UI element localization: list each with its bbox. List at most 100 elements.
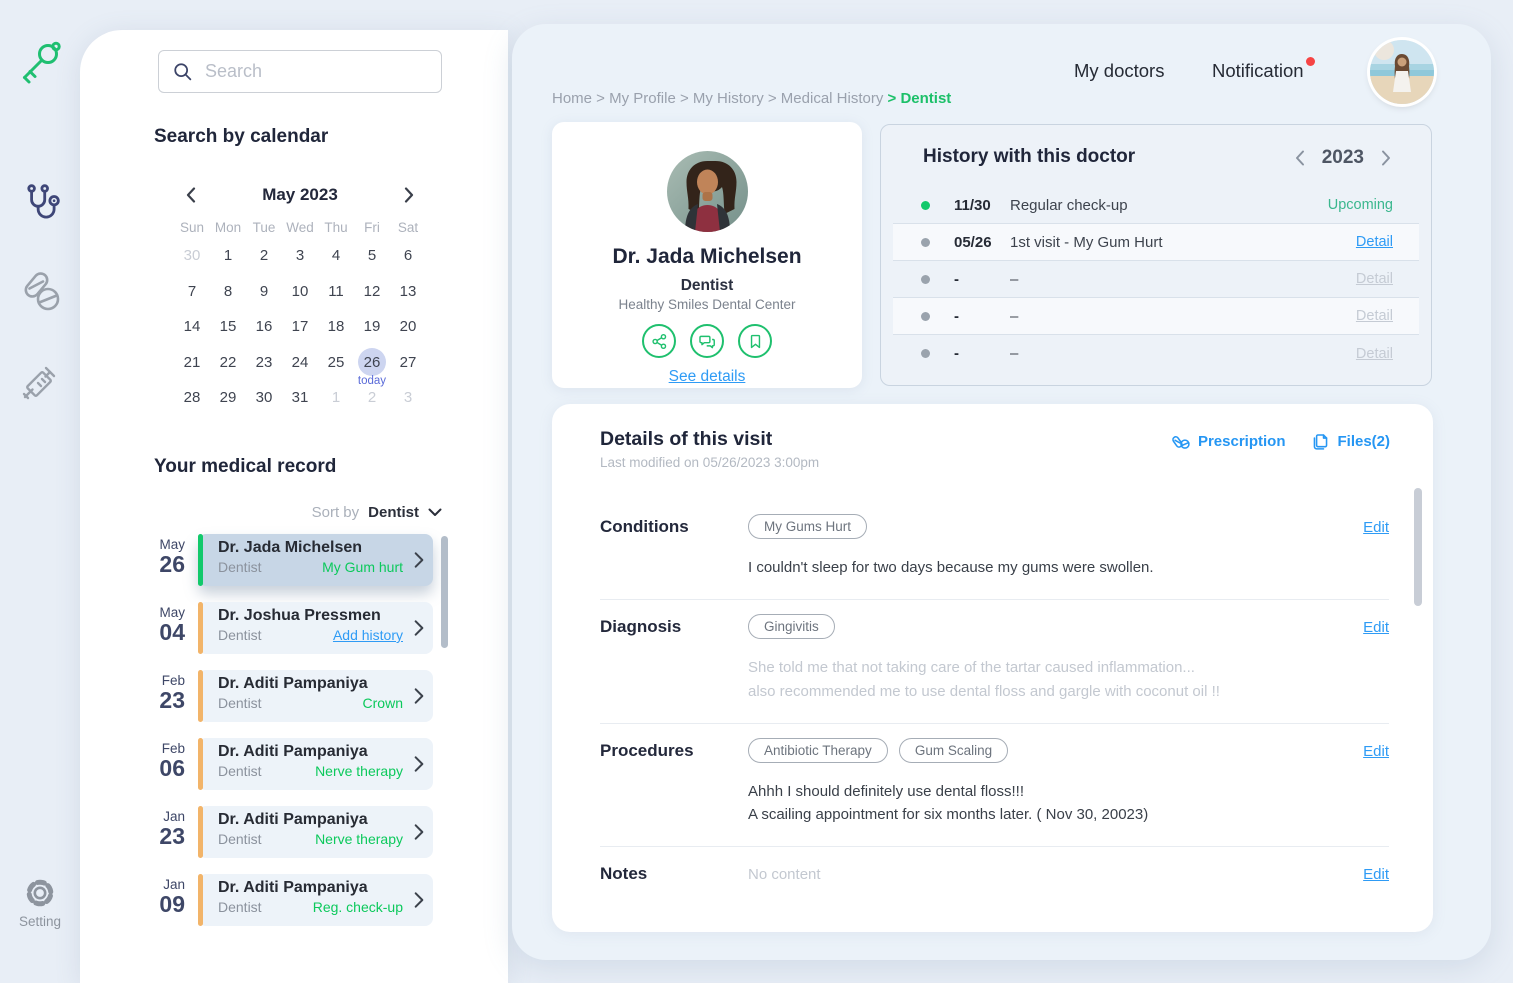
calendar-day[interactable]: 17 (291, 318, 309, 336)
bookmark-icon (750, 334, 760, 348)
breadcrumb[interactable]: Home > My Profile > My History > Medical… (552, 90, 951, 107)
user-avatar[interactable] (1370, 40, 1434, 104)
pills-icon[interactable] (18, 268, 64, 314)
calendar-day[interactable]: 3 (295, 247, 305, 265)
calendar-day[interactable]: 16 (255, 318, 273, 336)
last-modified: Last modified on 05/26/2023 3:00pm (600, 455, 820, 470)
year-prev-button[interactable] (1295, 150, 1305, 166)
record-status[interactable]: Add history (332, 627, 403, 643)
calendar-day[interactable]: 30 (255, 389, 273, 407)
calendar-day[interactable]: 18 (327, 318, 345, 336)
status-dot (921, 274, 930, 284)
medical-record-item: May 04 Dr. Joshua Pressmen Dentist Add h… (142, 602, 433, 654)
chevron-right-icon (414, 552, 424, 568)
calendar-day[interactable]: 4 (331, 247, 341, 265)
calendar-day[interactable]: 13 (399, 282, 417, 300)
record-day: 06 (159, 755, 185, 781)
record-card[interactable]: Dr. Aditi Pampaniya Dentist Nerve therap… (198, 806, 433, 858)
history-action-link: Detail (1355, 308, 1393, 324)
record-list-scrollbar[interactable] (441, 536, 448, 648)
calendar-next-button[interactable] (398, 184, 420, 206)
nav-notification[interactable]: Notification (1212, 57, 1315, 82)
calendar-day[interactable]: 15 (219, 318, 237, 336)
sidebar-item-settings[interactable]: Setting (0, 876, 80, 929)
calendar-day[interactable]: 20 (399, 318, 417, 336)
calendar-day[interactable]: 3 (403, 389, 413, 407)
record-card[interactable]: Dr. Aditi Pampaniya Dentist Nerve therap… (198, 738, 433, 790)
record-date: Jan 09 (142, 874, 198, 926)
record-card[interactable]: Dr. Aditi Pampaniya Dentist Reg. check-u… (198, 874, 433, 926)
calendar-day[interactable]: 30 (183, 247, 201, 265)
share-button[interactable] (642, 324, 676, 358)
calendar-day[interactable]: 21 (183, 353, 201, 371)
calendar-day[interactable]: 1 (223, 247, 233, 265)
history-action-link[interactable]: Detail (1355, 234, 1393, 250)
search-box[interactable] (158, 50, 442, 93)
history-description: – (1010, 345, 1019, 362)
record-month: May (159, 537, 185, 552)
nav-my-doctors[interactable]: My doctors (1074, 60, 1165, 81)
search-input[interactable] (203, 60, 431, 83)
record-card[interactable]: Dr. Joshua Pressmen Dentist Add history (198, 602, 433, 654)
edit-link[interactable]: Edit (1363, 519, 1389, 536)
edit-link[interactable]: Edit (1363, 742, 1389, 760)
year-next-button[interactable] (1381, 150, 1391, 166)
notification-label: Notification (1212, 60, 1304, 81)
tag-pill: My Gums Hurt (748, 514, 868, 539)
calendar-day[interactable]: 2 (367, 389, 377, 407)
record-status: Nerve therapy (315, 763, 403, 779)
history-panel: History with this doctor 2023 11/30 Regu… (880, 124, 1432, 386)
calendar-day[interactable]: 14 (183, 318, 201, 336)
see-details-link[interactable]: See details (668, 368, 746, 385)
calendar-day[interactable]: 27 (399, 353, 417, 371)
calendar-day[interactable]: 28 (183, 389, 201, 407)
search-icon (174, 63, 192, 81)
details-scrollbar[interactable] (1414, 488, 1422, 606)
record-card[interactable]: Dr. Aditi Pampaniya Dentist Crown (198, 670, 433, 722)
history-description: 1st visit - My Gum Hurt (1010, 233, 1163, 251)
calendar-day[interactable]: 8 (223, 282, 233, 300)
sort-dropdown[interactable]: Sort by Dentist (312, 504, 442, 521)
tag-pill: Gum Scaling (898, 737, 1009, 763)
history-row: 11/30 Regular check-up Upcoming (893, 187, 1419, 224)
calendar-day[interactable]: 29 (219, 389, 237, 407)
weekday-label: Wed (286, 220, 314, 235)
prescription-button[interactable]: Prescription (1172, 432, 1285, 451)
calendar-day[interactable]: 9 (259, 282, 269, 300)
calendar-day[interactable]: 26 today (354, 345, 390, 387)
calendar-day[interactable]: 11 (328, 282, 344, 300)
calendar-day[interactable]: 2 (259, 247, 269, 265)
calendar-day[interactable]: 5 (367, 247, 377, 265)
calendar-day[interactable]: 1 (331, 389, 341, 407)
stethoscope-icon[interactable] (18, 181, 63, 226)
breadcrumb-path[interactable]: Home > My Profile > My History > Medical… (552, 90, 884, 107)
calendar-day[interactable]: 7 (187, 282, 197, 300)
section-text: I couldn't sleep for two days because my… (748, 559, 1154, 576)
record-doctor-role: Dentist (218, 899, 262, 915)
record-card[interactable]: Dr. Jada Michelsen Dentist My Gum hurt (198, 534, 433, 586)
files-button[interactable]: Files(2) (1311, 432, 1390, 451)
bookmark-button[interactable] (738, 324, 772, 358)
calendar-day[interactable]: 12 (363, 282, 381, 300)
syringe-icon[interactable] (16, 358, 64, 406)
user-avatar-image (1370, 40, 1434, 104)
chat-button[interactable] (690, 324, 724, 358)
doctor-card: Dr. Jada Michelsen Dentist Healthy Smile… (552, 122, 862, 388)
calendar-day[interactable]: 10 (291, 282, 309, 300)
calendar-day[interactable]: 22 (219, 353, 237, 371)
edit-link[interactable]: Edit (1363, 619, 1389, 637)
history-description: Regular check-up (1010, 196, 1128, 214)
edit-link[interactable]: Edit (1363, 866, 1389, 884)
calendar-day[interactable]: 25 (327, 353, 345, 371)
calendar-day[interactable]: 23 (255, 353, 273, 371)
key-logo-icon[interactable] (16, 38, 66, 88)
calendar-prev-button[interactable] (180, 184, 202, 206)
details-title: Details of this visit (600, 428, 773, 450)
history-row: - – Detail (893, 261, 1419, 298)
calendar-day[interactable]: 6 (403, 247, 413, 265)
history-title: History with this doctor (923, 146, 1136, 167)
calendar-day[interactable]: 19 (363, 318, 381, 336)
history-year: 2023 (1321, 147, 1364, 168)
calendar-day[interactable]: 31 (291, 389, 309, 407)
calendar-day[interactable]: 24 (291, 353, 309, 371)
